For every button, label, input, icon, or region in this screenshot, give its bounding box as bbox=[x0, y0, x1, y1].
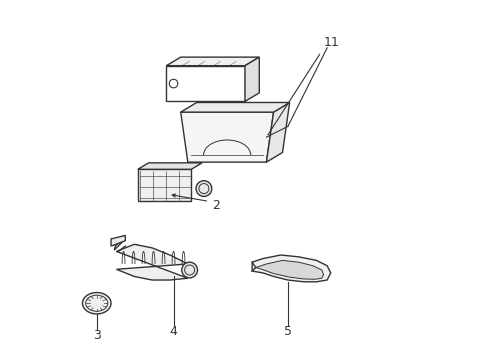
Polygon shape bbox=[138, 169, 192, 202]
Polygon shape bbox=[256, 260, 323, 279]
Polygon shape bbox=[167, 57, 259, 66]
Text: 4: 4 bbox=[170, 325, 177, 338]
Text: 1: 1 bbox=[331, 36, 339, 49]
Text: 2: 2 bbox=[213, 198, 220, 212]
Text: 5: 5 bbox=[284, 325, 292, 338]
Polygon shape bbox=[138, 163, 202, 169]
Text: 3: 3 bbox=[93, 329, 100, 342]
Polygon shape bbox=[111, 235, 125, 246]
Polygon shape bbox=[245, 57, 259, 102]
Circle shape bbox=[196, 181, 212, 197]
Polygon shape bbox=[252, 255, 331, 282]
Text: 1: 1 bbox=[268, 36, 331, 135]
Polygon shape bbox=[181, 112, 273, 162]
Ellipse shape bbox=[82, 293, 111, 314]
Polygon shape bbox=[181, 103, 290, 112]
Polygon shape bbox=[267, 103, 290, 162]
Polygon shape bbox=[117, 244, 188, 280]
Circle shape bbox=[182, 262, 197, 278]
